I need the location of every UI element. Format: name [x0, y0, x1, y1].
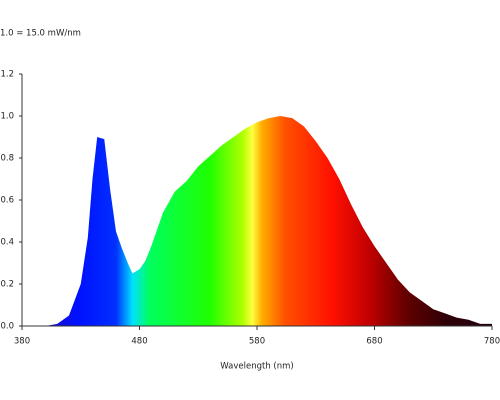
x-tick-label: 380 [14, 337, 30, 347]
annotation: 1.0 = 15.0 mW/nm [0, 29, 81, 39]
y-tick-label: 1.0 [0, 112, 14, 122]
spectrum-area [22, 116, 492, 326]
x-axis-label: Wavelength (nm) [220, 362, 293, 372]
y-tick-label: 0.2 [0, 280, 14, 290]
y-tick-label: 1.2 [0, 70, 14, 80]
y-tick-label: 0.8 [0, 154, 14, 164]
x-tick-label: 680 [366, 337, 382, 347]
x-tick-label: 580 [249, 337, 265, 347]
y-tick-label: 0.4 [0, 238, 14, 248]
x-tick-label: 780 [484, 337, 500, 347]
y-tick-label: 0.6 [0, 196, 14, 206]
x-tick-label: 480 [131, 337, 147, 347]
y-tick-label: 0.0 [0, 322, 14, 332]
